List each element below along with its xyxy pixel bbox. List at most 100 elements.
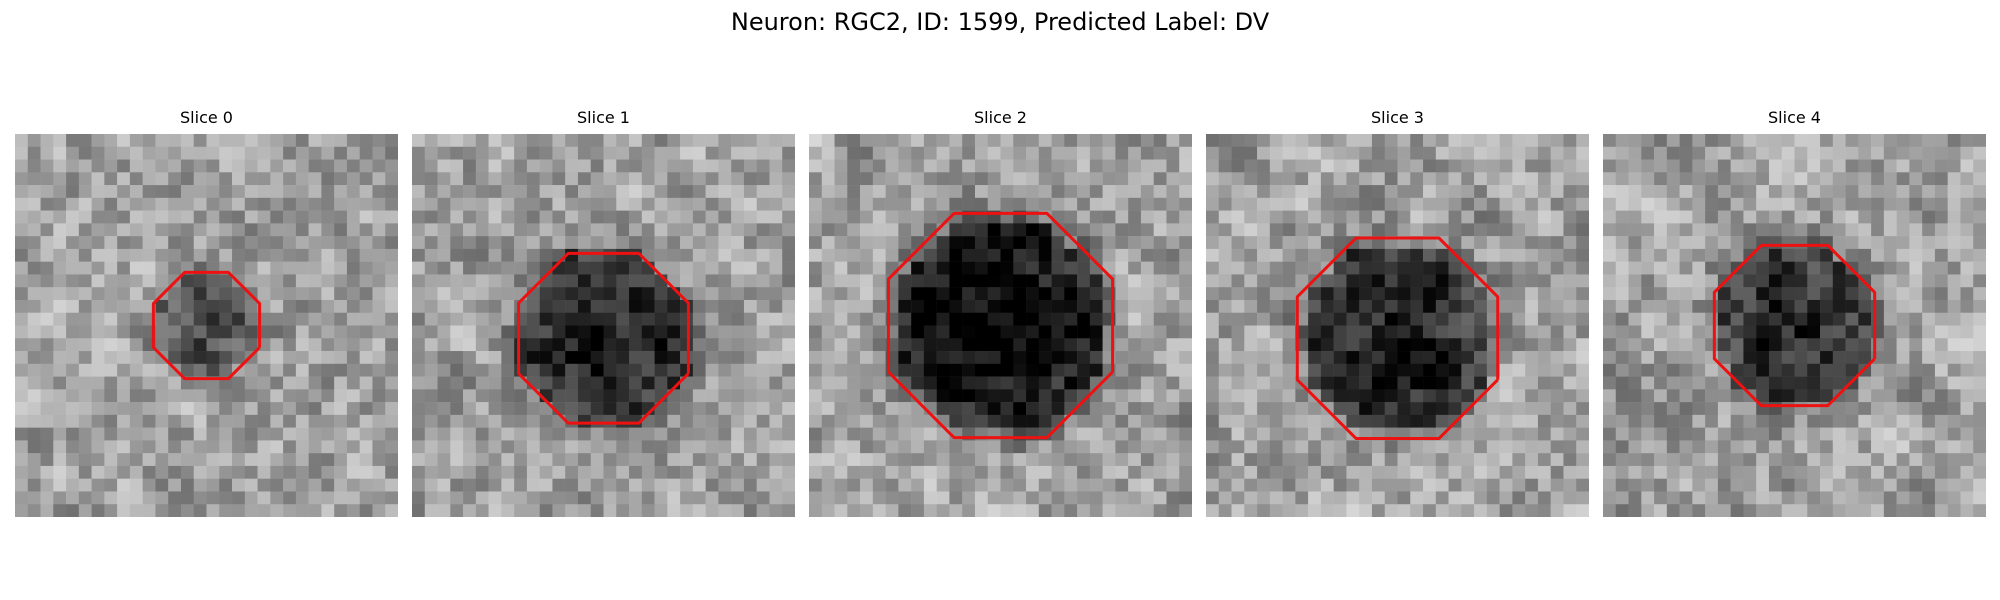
pixel	[1512, 504, 1526, 517]
pixel	[270, 274, 284, 288]
pixel	[1410, 338, 1424, 352]
pixel	[731, 414, 745, 428]
pixel	[1525, 427, 1539, 441]
pixel	[412, 185, 426, 199]
pixel	[1730, 299, 1744, 313]
pixel	[91, 338, 105, 352]
pixel	[1666, 402, 1680, 416]
pixel	[346, 236, 360, 250]
pixel	[974, 325, 988, 339]
pixel	[1244, 134, 1258, 148]
pixel	[1947, 185, 1961, 199]
pixel	[15, 223, 29, 237]
pixel	[117, 210, 131, 224]
pixel	[321, 274, 335, 288]
pixel	[1038, 185, 1052, 199]
pixel	[654, 491, 668, 505]
pixel	[1397, 172, 1411, 186]
pixel	[872, 363, 886, 377]
pixel	[1883, 414, 1897, 428]
pixel	[15, 197, 29, 211]
pixel	[321, 236, 335, 250]
pixel	[616, 376, 630, 390]
pixel	[321, 465, 335, 479]
pixel	[603, 325, 617, 339]
pixel	[1435, 261, 1449, 275]
pixel	[847, 287, 861, 301]
pixel	[1140, 134, 1154, 148]
pixel	[1051, 274, 1065, 288]
pixel	[1666, 465, 1680, 479]
pixel	[15, 363, 29, 377]
pixel	[1371, 185, 1385, 199]
pixel	[1603, 478, 1617, 492]
pixel	[15, 504, 29, 517]
pixel	[1448, 312, 1462, 326]
pixel	[1641, 376, 1655, 390]
pixel	[1206, 236, 1220, 250]
pixel	[1641, 223, 1655, 237]
pixel	[1603, 172, 1617, 186]
pixel	[1359, 414, 1373, 428]
pixel	[565, 402, 579, 416]
pixel	[1013, 389, 1027, 403]
pixel	[1705, 134, 1719, 148]
pixel	[603, 427, 617, 441]
pixel	[1410, 274, 1424, 288]
pixel	[1628, 223, 1642, 237]
pixel	[475, 287, 489, 301]
pixel	[1153, 402, 1167, 416]
pixel	[180, 312, 194, 326]
pixel	[911, 223, 925, 237]
pixel	[1461, 172, 1475, 186]
pixel	[1308, 427, 1322, 441]
pixel	[66, 236, 80, 250]
pixel	[1179, 185, 1192, 199]
pixel	[1934, 197, 1948, 211]
pixel	[1206, 389, 1220, 403]
pixel	[168, 210, 182, 224]
pixel	[1883, 312, 1897, 326]
pixel	[1140, 261, 1154, 275]
pixel	[15, 351, 29, 365]
pixel	[1845, 325, 1859, 339]
pixel	[1282, 478, 1296, 492]
pixel	[743, 172, 757, 186]
pixel	[1499, 389, 1513, 403]
pixel	[1934, 491, 1948, 505]
pixel	[1051, 287, 1065, 301]
pixel	[1179, 312, 1192, 326]
pixel	[654, 427, 668, 441]
pixel	[1947, 389, 1961, 403]
pixel	[1397, 299, 1411, 313]
pixel	[1320, 197, 1334, 211]
pixel	[1781, 338, 1795, 352]
pixel	[731, 146, 745, 160]
pixel	[1883, 159, 1897, 173]
pixel	[1179, 197, 1192, 211]
pixel	[1832, 325, 1846, 339]
pixel	[1140, 491, 1154, 505]
pixel	[257, 351, 271, 365]
pixel	[718, 453, 732, 467]
pixel	[1845, 465, 1859, 479]
pixel	[1128, 287, 1142, 301]
pixel	[847, 185, 861, 199]
pixel	[1628, 363, 1642, 377]
pixel	[180, 478, 194, 492]
pixel	[232, 312, 246, 326]
pixel	[424, 299, 438, 313]
pixel	[1576, 274, 1589, 288]
pixel	[78, 185, 92, 199]
pixel	[488, 402, 502, 416]
pixel	[1461, 389, 1475, 403]
pixel	[1871, 453, 1885, 467]
pixel	[898, 299, 912, 313]
pixel	[1333, 261, 1347, 275]
pixel	[1679, 504, 1693, 517]
pixel	[911, 363, 925, 377]
pixel	[1768, 261, 1782, 275]
pixel	[295, 491, 309, 505]
pixel	[412, 274, 426, 288]
pixel	[129, 248, 143, 262]
